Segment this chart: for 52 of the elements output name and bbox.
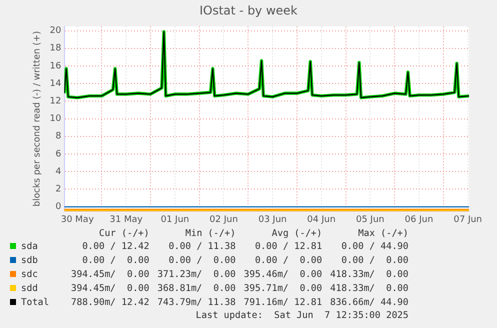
text: 0.00 / 44.90 xyxy=(340,240,408,254)
x-tick-label: 01 Jun xyxy=(160,214,190,225)
y-axis-title: blocks per second read (-) / written (+) xyxy=(32,30,43,207)
y-tick-label: 0 xyxy=(56,202,62,212)
text: 836.66m/ 44.90 xyxy=(329,296,408,310)
legend-label: sdb xyxy=(20,254,39,268)
legend-label: sda xyxy=(20,240,39,254)
y-tick-label: 14 xyxy=(50,78,62,89)
text: 418.33m/ 0.00 xyxy=(329,268,408,282)
text: 394.45m/ 0.00 xyxy=(70,282,150,296)
x-tick-label: 30 May xyxy=(60,214,94,225)
text: 0.00 / 0.00 xyxy=(340,254,408,268)
text: 0.00 / 11.38 xyxy=(168,240,236,254)
x-tick-label: 31 May xyxy=(110,214,144,225)
text: 371.23m/ 0.00 xyxy=(156,268,236,282)
legend-label: sdd xyxy=(20,282,39,296)
y-tick-label: 20 xyxy=(50,26,62,36)
y-tick-label: 16 xyxy=(50,61,62,72)
x-tick-label: 07 Jun xyxy=(454,214,482,225)
y-tick-label: 6 xyxy=(56,149,62,160)
x-tick-label: 03 Jun xyxy=(258,214,287,225)
y-tick-label: 18 xyxy=(50,44,62,54)
text: 395.71m/ 0.00 xyxy=(242,282,322,296)
text: Min (-/+) xyxy=(184,228,236,240)
chart-title: IOstat - by week xyxy=(199,3,298,18)
text: Cur (-/+) xyxy=(98,228,150,240)
text: 791.16m/ 12.81 xyxy=(242,296,322,310)
y-tick-label: 10 xyxy=(50,114,62,124)
legend-label: Total xyxy=(20,296,50,310)
text: 0.00 / 0.00 xyxy=(81,254,150,268)
legend-label: sdc xyxy=(20,268,39,282)
x-tick-label: 06 Jun xyxy=(404,214,434,225)
text: 418.33m/ 0.00 xyxy=(329,282,408,296)
text: 743.79m/ 11.38 xyxy=(156,296,236,310)
text: 0.00 / 0.00 xyxy=(254,254,322,268)
text: 0.00 / 0.00 xyxy=(168,254,236,268)
y-tick-label: 8 xyxy=(56,132,62,142)
y-tick-label: 4 xyxy=(56,166,62,177)
text: 788.90m/ 12.42 xyxy=(70,296,150,310)
y-tick-label: 2 xyxy=(56,184,62,195)
x-tick-label: 04 Jun xyxy=(307,214,336,225)
text: 395.46m/ 0.00 xyxy=(242,268,322,282)
text: Max (-/+) xyxy=(357,228,408,240)
x-tick-label: 02 Jun xyxy=(210,214,238,225)
y-tick-label: 12 xyxy=(50,96,62,107)
text: 394.45m/ 0.00 xyxy=(70,268,150,282)
text: Last update: Sat Jun 7 12:35:00 2025 xyxy=(194,310,408,322)
x-tick-label: 05 Jun xyxy=(356,214,384,225)
text: 0.00 / 12.42 xyxy=(81,240,150,254)
text: Avg (-/+) xyxy=(270,228,322,240)
text: 0.00 / 12.81 xyxy=(254,240,322,254)
text: 368.81m/ 0.00 xyxy=(156,282,236,296)
